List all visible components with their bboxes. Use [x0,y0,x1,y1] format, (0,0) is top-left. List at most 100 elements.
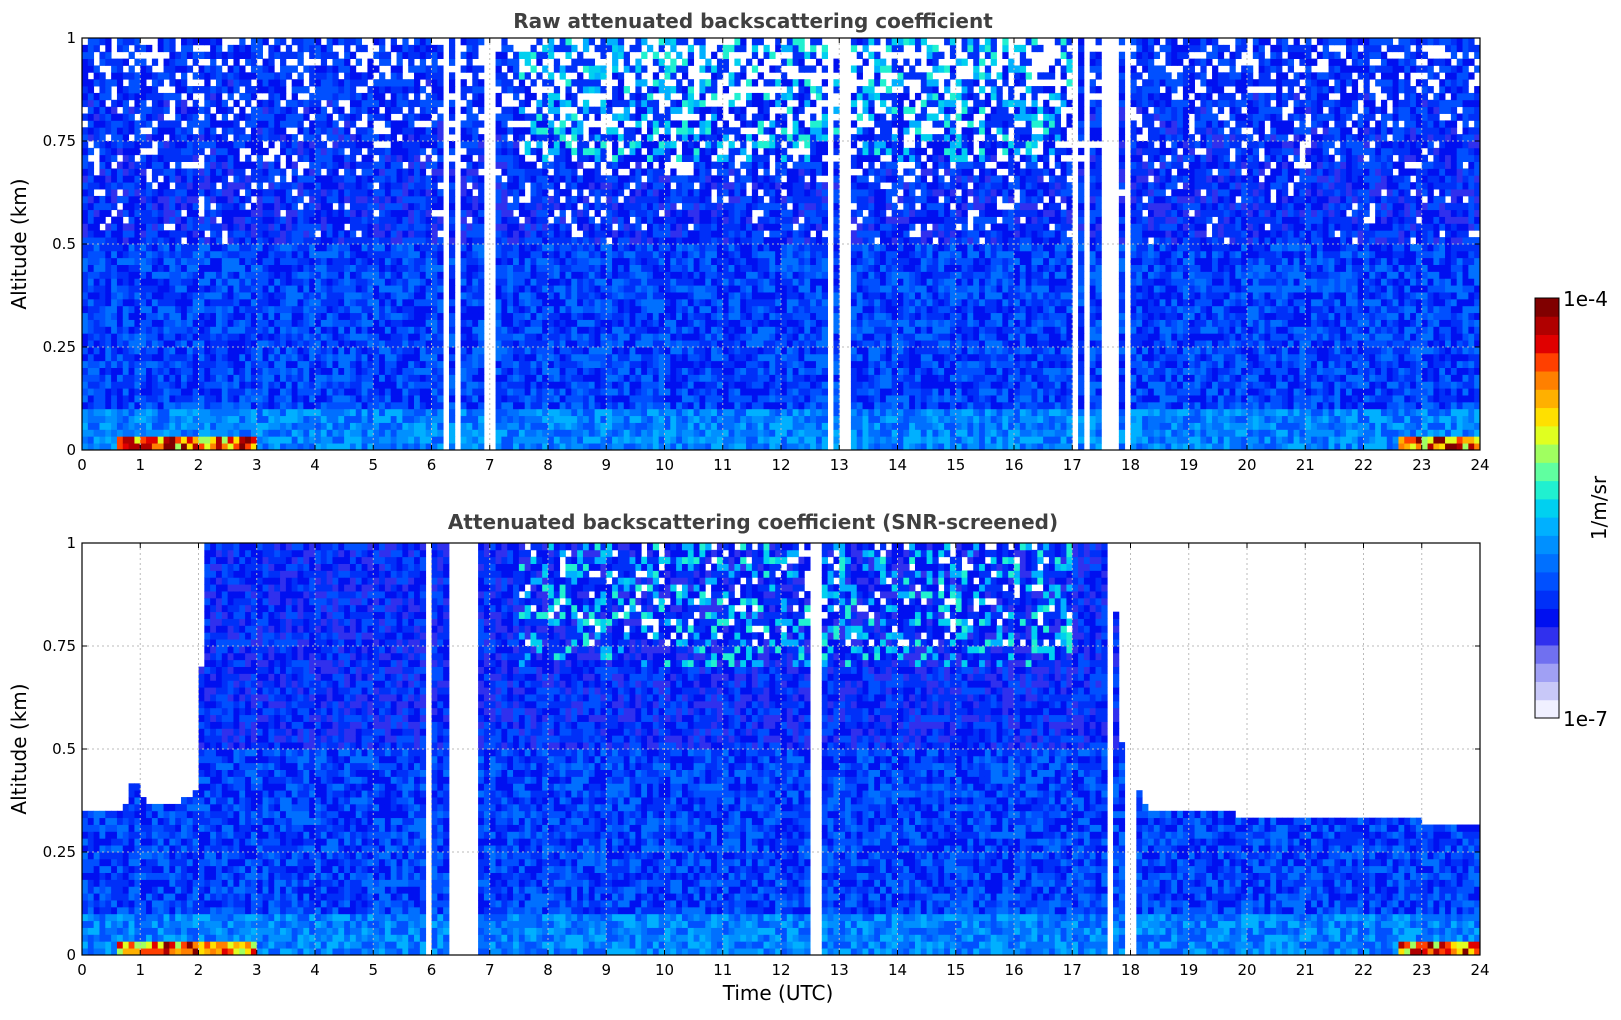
heatmap-cell [582,244,590,252]
heatmap-cell [606,264,613,272]
heatmap-cell [635,429,642,437]
heatmap-cell [146,360,153,368]
heatmap-cell [151,367,159,375]
heatmap-cell [379,415,386,423]
heatmap-cell [82,326,89,334]
heatmap-cell [198,326,205,334]
heatmap-cell [501,395,508,403]
heatmap-cell [472,92,479,101]
heatmap-cell [285,216,293,224]
heatmap-cell [268,422,275,430]
heatmap-cell [431,44,438,53]
heatmap-cell [146,44,153,53]
heatmap-cell [256,147,263,156]
heatmap-cell [448,182,456,190]
heatmap-cell [402,436,409,444]
heatmap-cell [448,395,456,403]
heatmap-cell [507,298,514,307]
heatmap-cell [157,189,164,197]
heatmap-cell [612,347,619,355]
heatmap-cell [384,381,392,389]
heatmap-cell [210,147,217,156]
heatmap-cell [245,401,252,410]
heatmap-cell [571,360,578,368]
heatmap-cell [367,319,374,327]
heatmap-cell [303,285,310,293]
heatmap-cell [221,401,229,410]
heatmap-cell [332,99,339,108]
heatmap-cell [373,408,380,417]
heatmap-cell [332,443,339,451]
heatmap-cell [600,237,607,245]
heatmap-cell [250,312,258,320]
heatmap-cell [501,113,508,121]
heatmap-cell [215,38,223,46]
heatmap-cell [262,250,269,259]
heatmap-cell [256,271,263,279]
heatmap-cell [623,127,630,135]
heatmap-cell [565,230,572,238]
heatmap-cell [87,147,95,156]
heatmap-cell [233,113,240,121]
heatmap-cell [280,127,287,135]
heatmap-cell [641,395,648,403]
heatmap-cell [122,367,130,375]
heatmap-cell [414,305,421,314]
heatmap-cell [186,237,194,245]
heatmap-cell [408,271,415,279]
heatmap-cell [215,120,223,128]
heatmap-cell [285,223,293,231]
heatmap-cell [530,44,537,53]
heatmap-cell [501,305,508,314]
heatmap-cell [402,38,409,46]
heatmap-cell [250,250,258,259]
heatmap-cell [524,278,531,286]
heatmap-cell [617,374,625,382]
heatmap-cell [169,134,176,142]
heatmap-cell [437,429,444,437]
heatmap-cell [116,374,124,382]
heatmap-cell [169,209,176,217]
heatmap-cell [239,333,246,341]
heatmap-cell [315,271,322,279]
heatmap-cell [280,271,287,279]
heatmap-cell [309,408,316,417]
heatmap-cell [466,264,473,272]
heatmap-cell [99,340,106,348]
heatmap-cell [87,360,95,368]
heatmap-cell [215,298,223,307]
heatmap-cell [215,250,223,259]
heatmap-cell [472,360,479,368]
heatmap-cell [425,264,432,272]
heatmap-cell [408,292,415,300]
heatmap-cell [239,312,246,320]
heatmap-cell [262,230,269,238]
heatmap-cell [460,333,467,341]
heatmap-cell [315,319,322,327]
heatmap-cell [210,374,217,382]
heatmap-cell [320,161,328,169]
heatmap-cell [146,154,153,162]
heatmap-cell [99,127,106,135]
heatmap-cell [344,134,351,142]
heatmap-cell [384,182,392,190]
heatmap-cell [291,353,298,362]
heatmap-cell [553,147,561,156]
heatmap-cell [425,333,432,341]
heatmap-cell [396,72,403,80]
heatmap-cell [553,182,561,190]
heatmap-cell [239,51,246,59]
heatmap-cell [495,271,502,279]
heatmap-cell [134,388,141,396]
heatmap-cell [390,38,397,46]
heatmap-cell [478,237,485,245]
heatmap-cell [355,244,363,252]
heatmap-cell [105,58,112,66]
heatmap-cell [250,401,258,410]
heatmap-cell [419,353,427,362]
heatmap-cell [128,257,135,265]
heatmap-cell [518,347,526,355]
heatmap-cell [140,257,147,265]
heatmap-cell [239,401,246,410]
heatmap-cell [344,422,351,430]
